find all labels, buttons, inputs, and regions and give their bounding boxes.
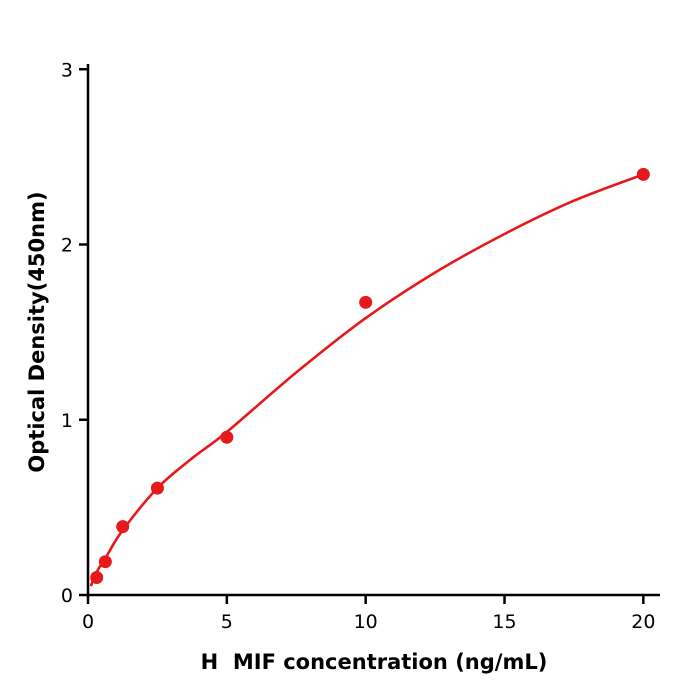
x-tick-label: 15 [492, 611, 516, 633]
y-tick-label: 3 [61, 59, 73, 81]
axis-spines [86, 64, 660, 597]
y-axis-title: Optical Density(450nm) [25, 191, 49, 472]
series-layer [89, 167, 650, 587]
data-point [220, 430, 234, 444]
x-tick-label: 20 [631, 611, 655, 633]
data-point [359, 295, 373, 309]
data-point [98, 555, 112, 569]
data-point [116, 520, 130, 534]
y-tick-label: 0 [61, 585, 73, 607]
data-point [636, 167, 650, 181]
data-point [90, 570, 104, 584]
y-tick-label: 2 [61, 235, 73, 257]
x-tick-label: 0 [82, 611, 94, 633]
data-point [150, 481, 164, 495]
fit-curve-line [89, 173, 644, 587]
x-tick-label: 10 [354, 611, 378, 633]
x-axis-title: H MIF concentration (ng/mL) [201, 650, 548, 674]
y-tick-label: 1 [61, 410, 73, 432]
axes-layer: 0 5 10 15 20 0 1 2 3 [61, 59, 660, 633]
x-tick-label: 5 [221, 611, 233, 633]
